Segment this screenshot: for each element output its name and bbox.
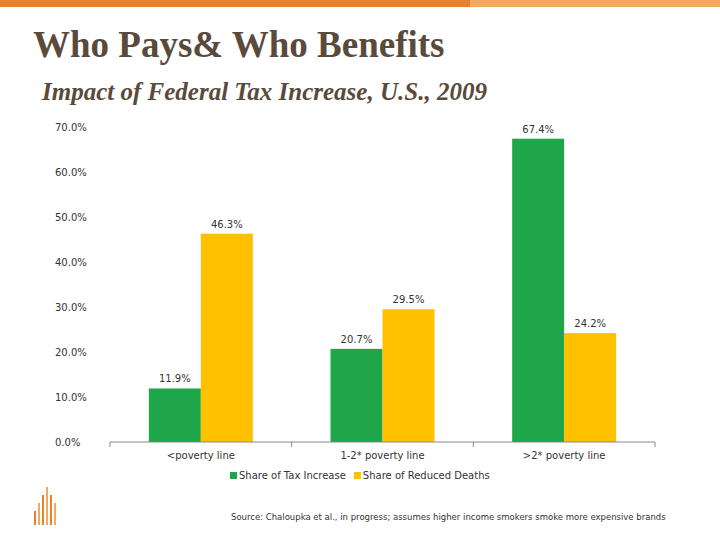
x-axis-divider	[110, 442, 111, 447]
x-axis-divider	[473, 442, 474, 447]
logo-bar	[50, 495, 52, 525]
logo-bar	[42, 495, 44, 525]
x-tick-label: >2* poverty line	[523, 450, 606, 461]
legend-label: Share of Reduced Deaths	[363, 470, 490, 481]
subtitle: Impact of Federal Tax Increase, U.S., 20…	[41, 78, 487, 105]
data-label: 29.5%	[393, 294, 425, 305]
title: Who Pays& Who Benefits	[33, 24, 444, 65]
chart-svg: Who Pays& Who Benefits Impact of Federal …	[0, 0, 720, 540]
logo	[34, 487, 56, 525]
data-label: 67.4%	[522, 124, 554, 135]
logo-bar	[34, 511, 36, 525]
y-tick-label: 10.0%	[55, 392, 87, 403]
x-axis-divider	[291, 442, 292, 447]
data-label: 20.7%	[341, 334, 373, 345]
legend-swatch	[230, 472, 237, 479]
data-labels: 11.9% 20.7% 67.4% 46.3% 29.5% 24.2%	[159, 124, 606, 385]
bar	[512, 139, 564, 442]
x-tick-label: <poverty line	[167, 450, 235, 461]
top-band	[0, 0, 720, 7]
logo-bar	[46, 487, 48, 525]
bar	[383, 309, 435, 442]
chart-root: Who Pays& Who Benefits Impact of Federal …	[0, 0, 720, 540]
x-axis-divider	[655, 442, 656, 447]
legend-swatch	[354, 472, 361, 479]
x-axis	[110, 442, 655, 443]
bar	[564, 333, 616, 442]
bar	[149, 388, 201, 442]
legend: Share of Tax Increase Share of Reduced De…	[230, 470, 490, 481]
y-tick-label: 20.0%	[55, 347, 87, 358]
source-note: Source: Chaloupka et al., in progress; a…	[231, 512, 666, 522]
bar	[331, 349, 383, 442]
y-tick-label: 0.0%	[55, 437, 80, 448]
x-tick-label: 1-2* poverty line	[340, 450, 424, 461]
bar	[201, 234, 253, 442]
top-band-light	[470, 0, 720, 7]
y-tick-label: 50.0%	[55, 212, 87, 223]
bars	[149, 139, 616, 442]
logo-bar	[54, 503, 56, 525]
logo-bar	[38, 503, 40, 525]
y-tick-label: 40.0%	[55, 257, 87, 268]
data-label: 11.9%	[159, 373, 191, 384]
data-label: 46.3%	[211, 219, 243, 230]
y-tick-label: 30.0%	[55, 302, 87, 313]
y-tick-label: 60.0%	[55, 167, 87, 178]
y-tick-label: 70.0%	[55, 122, 87, 133]
legend-label: Share of Tax Increase	[239, 470, 346, 481]
data-label: 24.2%	[574, 318, 606, 329]
